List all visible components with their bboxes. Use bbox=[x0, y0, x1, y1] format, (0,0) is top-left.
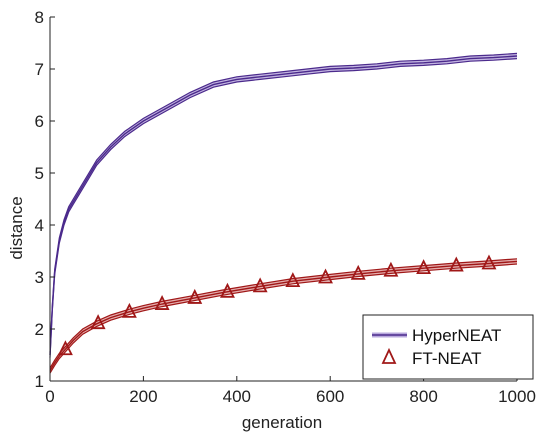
x-tick-label: 1000 bbox=[498, 387, 536, 406]
data-point-ft-neat bbox=[154, 295, 170, 310]
data-point-ft-neat bbox=[57, 340, 73, 356]
series-band-ft-neat bbox=[50, 258, 517, 374]
x-tick-label: 400 bbox=[223, 387, 251, 406]
x-axis-label: generation bbox=[242, 413, 322, 432]
data-point-ft-neat bbox=[383, 261, 399, 277]
legend-label-hyperneat: HyperNEAT bbox=[412, 326, 501, 345]
x-tick-label: 800 bbox=[409, 387, 437, 406]
data-point-ft-neat bbox=[481, 254, 497, 270]
data-point-ft-neat bbox=[90, 314, 106, 330]
legend-box bbox=[362, 314, 534, 380]
x-tick-label: 0 bbox=[45, 387, 54, 406]
data-point-ft-neat bbox=[187, 288, 203, 304]
data-point-ft-neat bbox=[121, 302, 137, 318]
series-upper-line-ft-neat bbox=[49, 258, 518, 369]
data-point-ft-neat bbox=[448, 256, 464, 272]
legend-label-ftneat: FT-NEAT bbox=[412, 349, 482, 368]
y-tick-label: 8 bbox=[35, 8, 44, 27]
legend-swatch-ftneat-marker bbox=[381, 347, 397, 364]
legend: HyperNEAT FT-NEAT bbox=[362, 314, 534, 380]
y-tick-label: 6 bbox=[35, 112, 44, 131]
series-line-ft-neat bbox=[49, 260, 518, 371]
y-tick-label: 2 bbox=[35, 320, 44, 339]
plot-area bbox=[49, 52, 518, 374]
y-tick-label: 7 bbox=[35, 60, 44, 79]
data-point-ft-neat bbox=[416, 259, 432, 275]
x-tick-label: 200 bbox=[129, 387, 157, 406]
y-axis-label: distance bbox=[7, 196, 26, 259]
y-tick-label: 4 bbox=[35, 216, 44, 235]
series-lower-line-hyperneat bbox=[49, 58, 518, 358]
y-tick-label: 1 bbox=[35, 372, 44, 391]
data-point-ft-neat bbox=[318, 268, 333, 284]
y-tick-label: 3 bbox=[35, 268, 44, 287]
data-point-ft-neat bbox=[220, 282, 235, 298]
series-upper-line-hyperneat bbox=[49, 52, 518, 353]
y-tick-label: 5 bbox=[35, 164, 44, 183]
data-point-ft-neat bbox=[252, 277, 268, 293]
data-point-ft-neat bbox=[285, 272, 301, 288]
x-tick-label: 600 bbox=[316, 387, 344, 406]
series-line-hyperneat bbox=[49, 55, 518, 356]
axes: 0 200 400 600 800 1000 1 2 3 4 5 6 7 8 bbox=[35, 8, 536, 406]
data-point-ft-neat bbox=[350, 264, 366, 280]
